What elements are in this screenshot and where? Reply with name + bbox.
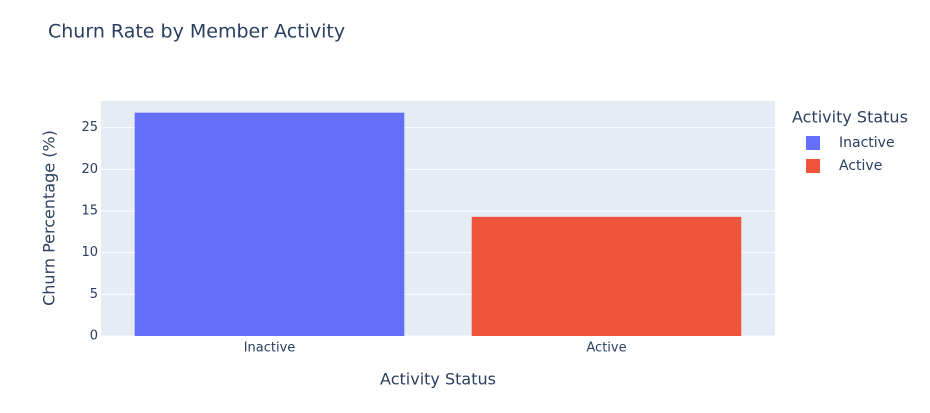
y-tick-label: 15 bbox=[81, 204, 98, 219]
legend-label: Inactive bbox=[839, 135, 895, 151]
x-axis-title: Activity Status bbox=[380, 370, 496, 389]
x-tick-label: Active bbox=[586, 341, 626, 356]
legend-label: Active bbox=[839, 158, 882, 174]
bar bbox=[134, 112, 405, 337]
legend-title: Activity Status bbox=[792, 108, 908, 127]
y-tick-label: 10 bbox=[81, 245, 98, 260]
y-tick-label: 20 bbox=[81, 162, 98, 177]
y-tick-label: 25 bbox=[81, 120, 98, 135]
y-axis-title: Churn Percentage (%) bbox=[40, 130, 59, 306]
legend-swatch bbox=[806, 159, 820, 173]
bar bbox=[471, 216, 742, 336]
y-tick-label: 0 bbox=[90, 329, 98, 344]
chart-title: Churn Rate by Member Activity bbox=[48, 21, 345, 43]
legend-swatch bbox=[806, 136, 820, 150]
y-tick-label: 5 bbox=[90, 287, 98, 302]
x-tick-label: Inactive bbox=[244, 341, 296, 356]
